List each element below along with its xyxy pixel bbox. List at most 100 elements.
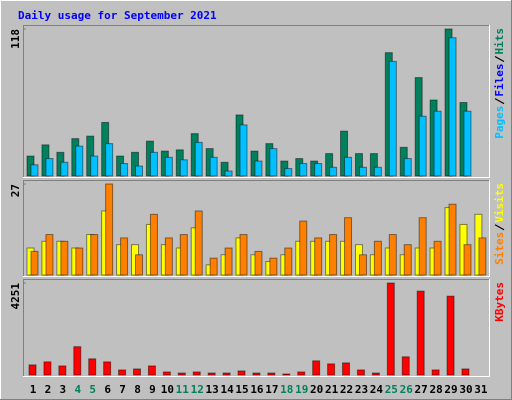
bar	[314, 237, 323, 276]
bar	[418, 115, 427, 177]
bar	[220, 161, 229, 177]
bar	[131, 151, 140, 177]
bar	[373, 240, 382, 276]
bar	[252, 372, 261, 376]
bar	[463, 244, 472, 276]
bar	[297, 371, 306, 376]
bar	[446, 295, 455, 376]
bar	[209, 257, 218, 276]
bar	[194, 210, 203, 276]
bar	[120, 163, 129, 177]
bar	[369, 153, 378, 177]
bar	[284, 247, 293, 276]
bar	[329, 166, 338, 177]
bar	[75, 247, 84, 276]
bar	[179, 159, 188, 177]
bar	[340, 130, 349, 177]
bar	[179, 234, 188, 276]
chart-title: Daily usage for September 2021	[18, 9, 217, 22]
bar	[60, 240, 69, 276]
bar	[239, 234, 248, 276]
bar	[75, 145, 84, 177]
bar	[149, 213, 158, 276]
x-tick-label: 30	[459, 383, 472, 396]
x-tick-label: 21	[325, 383, 339, 396]
bar	[147, 365, 156, 376]
bar	[358, 254, 367, 276]
bar	[120, 237, 129, 276]
bar	[325, 153, 334, 177]
bar	[192, 371, 201, 376]
bar	[28, 364, 37, 376]
x-tick-label: 31	[474, 383, 488, 396]
x-tick-label: 29	[444, 383, 457, 396]
bar	[118, 369, 127, 376]
x-tick-label: 8	[134, 383, 141, 396]
x-tick-label: 6	[104, 383, 111, 396]
bar	[73, 346, 82, 376]
bar	[327, 363, 336, 376]
bar	[254, 160, 263, 177]
bar	[403, 244, 412, 276]
x-tick-label: 7	[119, 383, 126, 396]
panel	[23, 279, 490, 377]
bar	[461, 368, 470, 376]
bar	[371, 372, 380, 376]
x-tick-label: 2	[45, 383, 52, 396]
bar	[299, 163, 308, 177]
bar	[312, 360, 321, 376]
bar	[45, 158, 54, 177]
x-tick-label: 19	[295, 383, 308, 396]
legend-label: Pages	[493, 106, 506, 139]
bar	[284, 168, 293, 177]
bar	[478, 237, 487, 276]
bar	[30, 164, 39, 177]
x-tick-label: 20	[310, 383, 323, 396]
bar	[299, 220, 308, 276]
bar	[269, 257, 278, 276]
bar	[282, 373, 291, 376]
x-tick-label: 15	[235, 383, 248, 396]
bar	[177, 372, 186, 376]
bar	[388, 234, 397, 276]
x-tick-label: 28	[429, 383, 442, 396]
legend-separator	[494, 55, 505, 63]
bar	[224, 247, 233, 276]
x-tick-label: 11	[176, 383, 190, 396]
bar	[267, 372, 276, 376]
bar	[194, 141, 203, 177]
x-tick-label: 26	[400, 383, 414, 396]
x-tick-label: 27	[415, 383, 428, 396]
bar	[90, 155, 99, 177]
bar	[448, 37, 457, 177]
bar	[448, 203, 457, 276]
legend-label: Files	[493, 64, 506, 97]
x-tick-label: 13	[206, 383, 219, 396]
bar	[403, 158, 412, 177]
bar	[356, 369, 365, 376]
x-tick-label: 17	[265, 383, 278, 396]
bar	[224, 170, 233, 177]
legend-label: KBytes	[493, 282, 506, 322]
x-tick-label: 1	[30, 383, 37, 396]
x-tick-label: 16	[250, 383, 264, 396]
bar	[58, 365, 67, 376]
bar	[237, 370, 246, 376]
bar	[358, 166, 367, 177]
bar	[103, 361, 112, 376]
bar	[342, 362, 351, 376]
bar	[344, 156, 353, 177]
legend-label: Sites	[493, 232, 506, 265]
x-tick-label: 4	[74, 383, 81, 396]
bar	[401, 356, 410, 376]
bar	[43, 361, 52, 376]
bar	[433, 240, 442, 276]
x-tick-label: 18	[280, 383, 293, 396]
bar	[60, 161, 69, 177]
bar	[433, 110, 442, 177]
bar	[431, 369, 440, 376]
bar	[207, 372, 216, 376]
x-tick-label: 22	[340, 383, 353, 396]
bar	[222, 372, 231, 376]
